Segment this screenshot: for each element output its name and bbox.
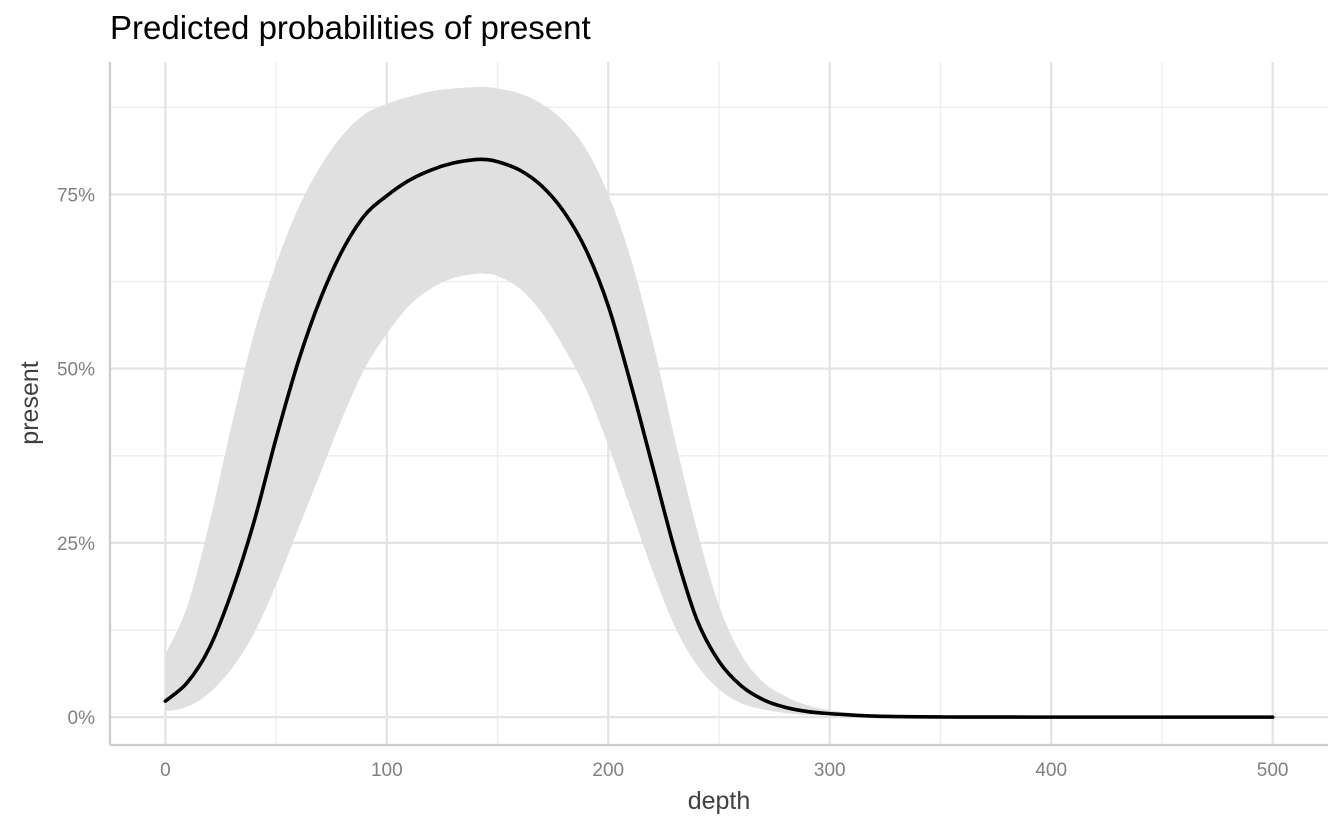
x-axis-title: depth: [688, 787, 751, 815]
y-tick-label: 25%: [57, 534, 95, 555]
chart-title: Predicted probabilities of present: [110, 9, 591, 46]
x-tick-label: 100: [371, 760, 403, 781]
y-tick-label: 75%: [57, 185, 95, 206]
x-tick-label: 300: [814, 760, 846, 781]
prediction-line: [163, 157, 1275, 719]
y-axis-title: present: [16, 361, 44, 444]
axes: [108, 62, 1328, 747]
confidence-band: [165, 86, 1273, 718]
y-tick-label: 50%: [57, 360, 95, 381]
prediction-line-layer: [163, 157, 1275, 719]
x-tick-label: 200: [592, 760, 624, 781]
y-tick-label: 0%: [68, 708, 96, 729]
x-tick-label: 500: [1257, 760, 1289, 781]
tick-labels: 0 100 200 300 400 500 0% 25% 50% 75%: [57, 185, 1289, 781]
x-tick-label: 400: [1035, 760, 1067, 781]
x-tick-label: 0: [160, 760, 171, 781]
confidence-band-layer: [165, 86, 1273, 718]
